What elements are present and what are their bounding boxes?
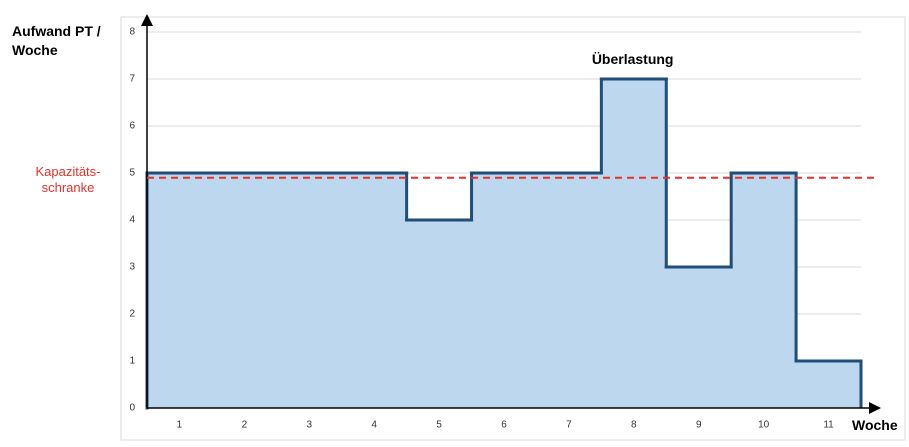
x-tick-label: 4 <box>371 420 377 431</box>
x-tick-label: 9 <box>696 420 702 431</box>
area-step <box>471 173 537 408</box>
area-step <box>666 267 732 408</box>
y-tick-label: 8 <box>129 27 135 38</box>
x-tick-label: 3 <box>306 420 312 431</box>
y-tick-label: 6 <box>129 121 135 132</box>
area-step <box>601 79 667 408</box>
area-step <box>731 173 797 408</box>
x-tick-label: 2 <box>242 420 248 431</box>
x-tick-label: 6 <box>501 420 507 431</box>
area-step <box>276 173 343 408</box>
y-tick-label: 5 <box>129 168 135 179</box>
area-step <box>796 361 862 408</box>
x-tick-label: 1 <box>177 420 183 431</box>
area-step <box>406 220 473 408</box>
x-tick-label: 7 <box>566 420 572 431</box>
area-step <box>211 173 278 408</box>
area-step <box>147 173 213 408</box>
x-tick-label: 5 <box>436 420 442 431</box>
x-tick-label: 11 <box>823 420 834 431</box>
y-tick-label: 2 <box>129 309 135 320</box>
y-tick-label: 4 <box>129 215 135 226</box>
x-axis-label: Woche <box>852 417 898 433</box>
chart-border <box>120 16 906 441</box>
y-tick-label: 7 <box>129 74 135 85</box>
x-tick-label: 10 <box>758 420 770 431</box>
x-tick-label: 8 <box>631 420 637 431</box>
area-step <box>536 173 602 408</box>
y-axis-label: Aufwand PT / Woche <box>12 23 101 58</box>
y-tick-label: 1 <box>129 356 135 367</box>
y-tick-label: 0 <box>129 403 135 414</box>
area-step <box>341 173 408 408</box>
annotation: Überlastung <box>591 51 674 67</box>
y-tick-label: 3 <box>129 262 135 273</box>
reference-label: Kapazitäts-schranke <box>35 163 101 195</box>
